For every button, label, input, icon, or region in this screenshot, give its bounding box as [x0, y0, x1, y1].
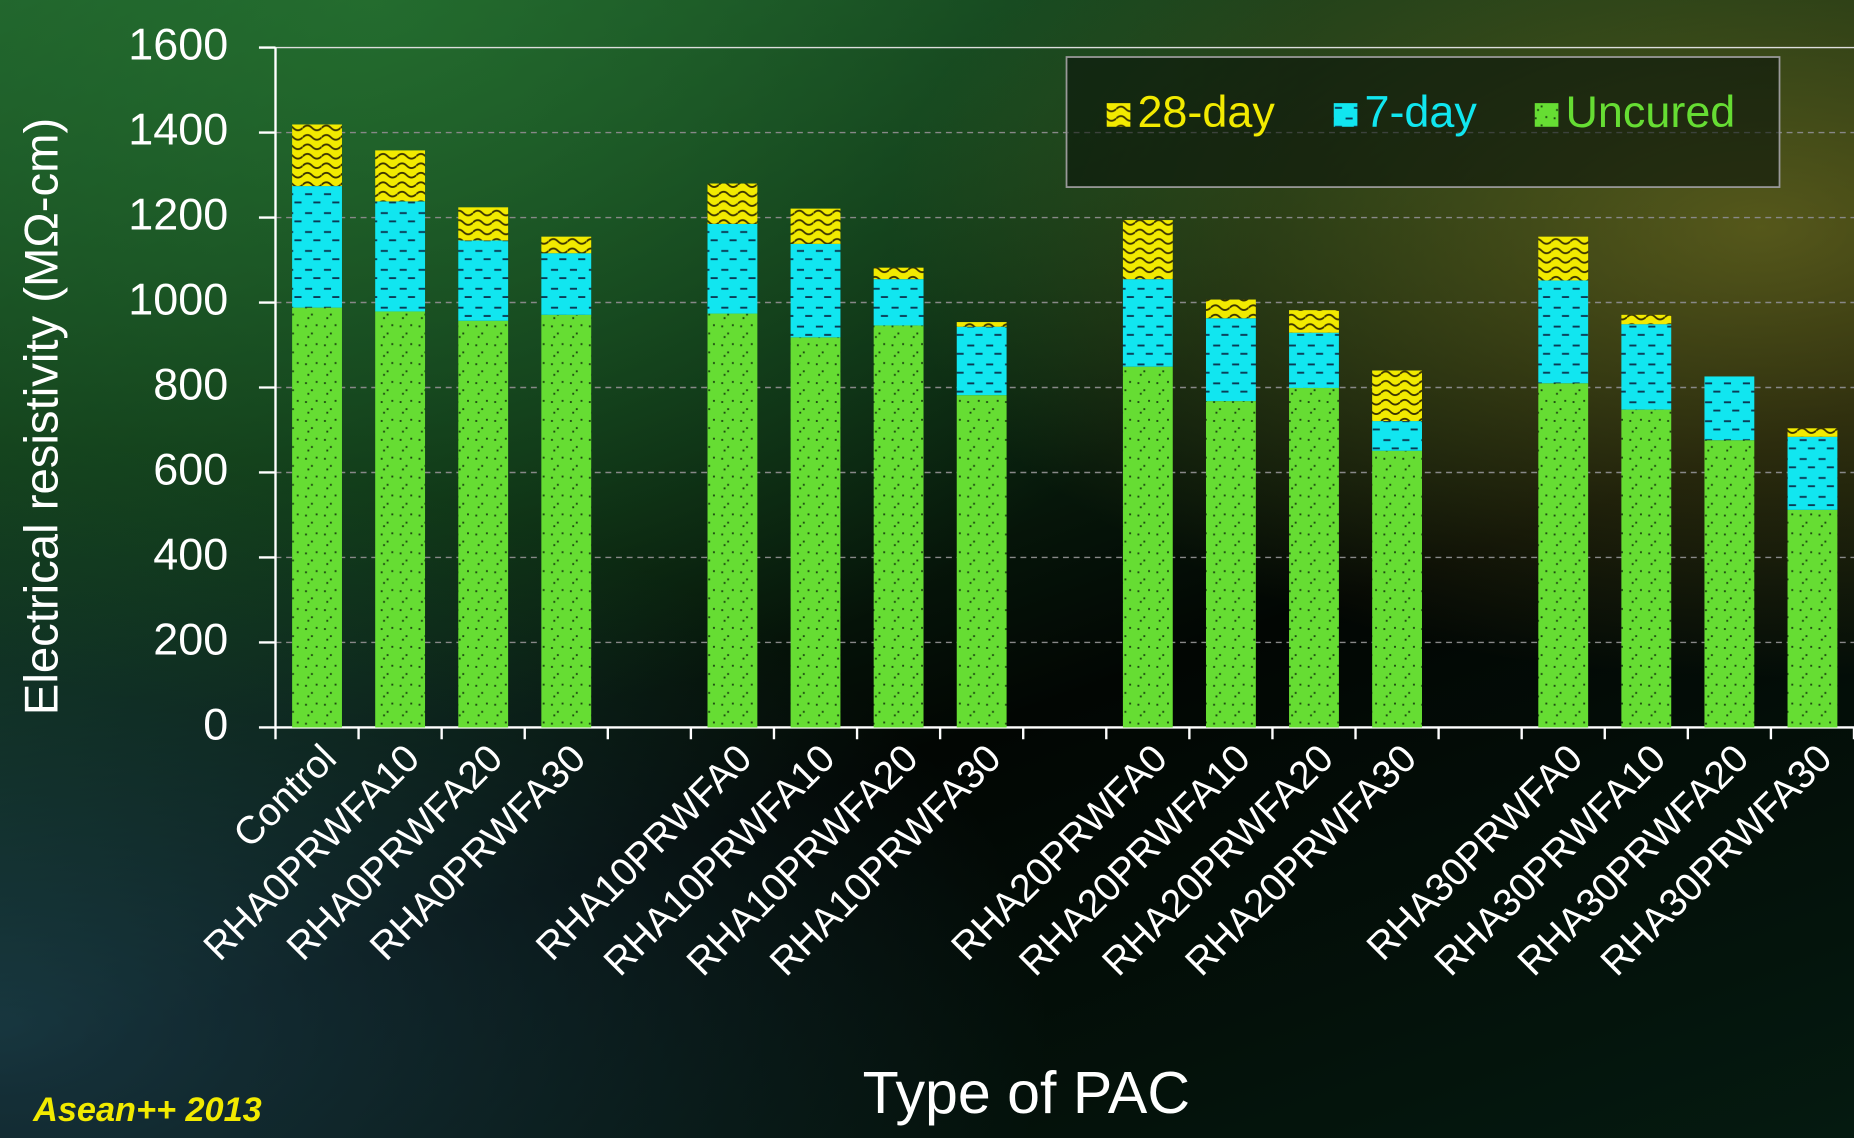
bar-segment	[1289, 310, 1339, 333]
bar-segment	[1289, 388, 1339, 728]
bar-segment	[957, 327, 1007, 395]
y-tick-label: 200	[153, 613, 228, 664]
bar-segment	[541, 237, 591, 254]
bar-segment	[375, 201, 425, 311]
bar-segment	[1372, 421, 1422, 451]
y-tick-label: 1400	[128, 103, 228, 154]
bar-segment	[292, 308, 342, 728]
bar-segment	[791, 209, 841, 244]
bar-segment	[1123, 279, 1173, 367]
bar-segment	[708, 224, 758, 314]
legend-swatch	[1334, 103, 1358, 127]
chart: Electrical resistivity (MΩ-cm) Type of P…	[0, 0, 1854, 1138]
bar-segment	[458, 240, 508, 320]
bar-segment	[957, 395, 1007, 727]
bar-segment	[1704, 440, 1754, 727]
y-tick-label: 1200	[128, 188, 228, 239]
y-tick-label: 1000	[128, 273, 228, 324]
bar-segment	[1788, 428, 1838, 436]
x-axis-title: Type of PAC	[863, 1059, 1190, 1126]
bar-segment	[541, 253, 591, 315]
bar-segment	[1538, 280, 1588, 383]
legend-swatch	[1107, 103, 1131, 127]
bar-segment	[1788, 437, 1838, 510]
legend-swatch	[1535, 103, 1559, 127]
bar-segment	[708, 314, 758, 728]
bar-segment	[1621, 315, 1671, 324]
bar-segment	[375, 311, 425, 727]
bar-segment	[292, 186, 342, 308]
y-tick-label: 400	[153, 528, 228, 579]
bar-segment	[1206, 401, 1256, 727]
bar-segment	[1704, 376, 1754, 440]
bar-segment	[1206, 318, 1256, 401]
bar-segment	[791, 337, 841, 727]
bar-segment	[375, 150, 425, 201]
bar-segment	[874, 268, 924, 279]
bar-segment	[1621, 324, 1671, 409]
y-axis-title: Electrical resistivity (MΩ-cm)	[15, 118, 68, 715]
bar-segment	[791, 244, 841, 337]
legend-label: 28-day	[1137, 86, 1275, 137]
bar-segment	[458, 321, 508, 728]
bar-segment	[874, 279, 924, 325]
bar-segment	[1123, 220, 1173, 279]
bar-segment	[1123, 367, 1173, 728]
bar-segment	[1372, 451, 1422, 728]
bar-segment	[1788, 510, 1838, 728]
annotation: Asean++ 2013	[32, 1091, 262, 1129]
bar-segment	[1206, 300, 1256, 319]
bar-segment	[1538, 383, 1588, 727]
bar-segment	[1372, 371, 1422, 422]
legend-label: Uncured	[1565, 86, 1735, 137]
legend-label: 7-day	[1364, 86, 1477, 137]
bar-segment	[541, 315, 591, 728]
bar-segment	[957, 322, 1007, 327]
bar-segment	[874, 325, 924, 727]
bar-segment	[1538, 237, 1588, 281]
y-tick-label: 0	[203, 698, 228, 749]
bar-segment	[1621, 410, 1671, 728]
y-tick-label: 800	[153, 358, 228, 409]
bar-segment	[292, 124, 342, 186]
bar-segment	[708, 184, 758, 224]
bar-segment	[1289, 333, 1339, 388]
y-tick-label: 600	[153, 443, 228, 494]
y-tick-label: 1600	[128, 18, 228, 69]
bar-segment	[458, 207, 508, 240]
